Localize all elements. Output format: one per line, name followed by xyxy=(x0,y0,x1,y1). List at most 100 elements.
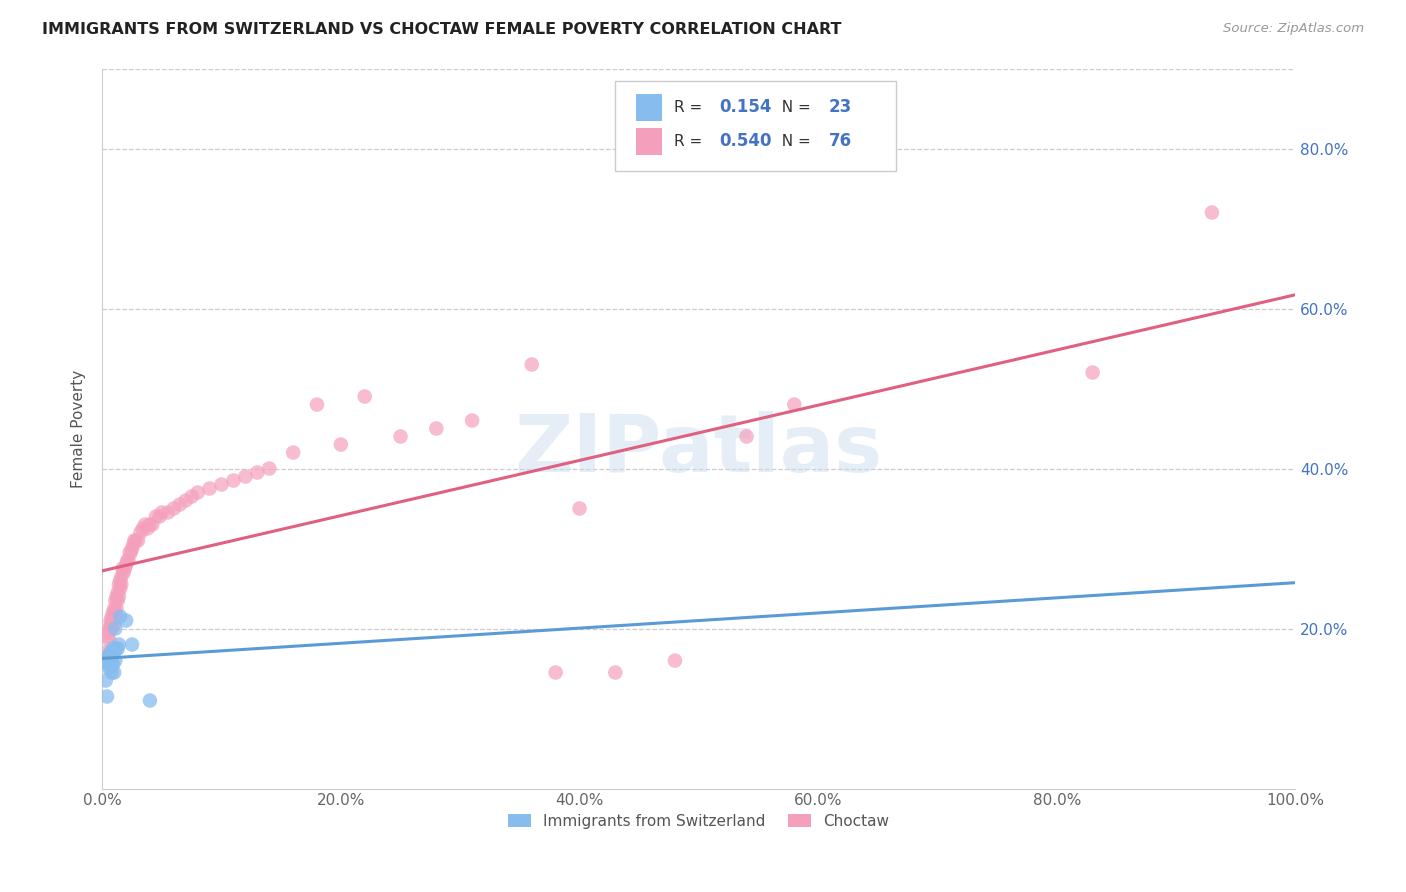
Point xyxy=(124,533,146,548)
Point xyxy=(187,485,209,500)
Point xyxy=(107,585,129,599)
Point xyxy=(145,509,167,524)
Point xyxy=(156,506,179,520)
Point xyxy=(139,693,162,707)
Point xyxy=(103,617,125,632)
Y-axis label: Female Poverty: Female Poverty xyxy=(72,369,86,488)
Point xyxy=(115,614,138,628)
Point xyxy=(1201,205,1223,219)
Point xyxy=(100,653,122,667)
Point xyxy=(98,633,121,648)
Point xyxy=(129,525,152,540)
FancyBboxPatch shape xyxy=(616,81,896,171)
Point xyxy=(389,429,412,443)
Point xyxy=(94,673,117,688)
Point xyxy=(425,421,447,435)
Point xyxy=(222,474,245,488)
Point xyxy=(104,593,127,607)
Point xyxy=(115,558,138,572)
Text: 0.540: 0.540 xyxy=(718,132,772,150)
Text: Source: ZipAtlas.com: Source: ZipAtlas.com xyxy=(1223,22,1364,36)
Point xyxy=(211,477,233,491)
Point xyxy=(104,622,127,636)
Point xyxy=(97,630,120,644)
Text: R =: R = xyxy=(673,100,707,115)
Point xyxy=(127,533,149,548)
Point xyxy=(100,622,122,636)
Point xyxy=(104,606,127,620)
Point xyxy=(141,517,163,532)
Point xyxy=(281,445,304,459)
Point xyxy=(110,577,132,591)
Point xyxy=(108,577,131,591)
Point xyxy=(568,501,591,516)
Point xyxy=(122,537,145,551)
Text: IMMIGRANTS FROM SWITZERLAND VS CHOCTAW FEMALE POVERTY CORRELATION CHART: IMMIGRANTS FROM SWITZERLAND VS CHOCTAW F… xyxy=(42,22,842,37)
Point xyxy=(108,574,131,588)
Point xyxy=(98,661,121,675)
Point xyxy=(100,646,122,660)
Point xyxy=(107,593,129,607)
Point xyxy=(97,649,120,664)
Point xyxy=(329,437,352,451)
Point xyxy=(111,561,134,575)
Point xyxy=(98,649,121,664)
Point xyxy=(94,646,117,660)
Point xyxy=(305,398,328,412)
Point xyxy=(112,566,135,580)
Point xyxy=(98,622,121,636)
Point xyxy=(246,466,269,480)
FancyBboxPatch shape xyxy=(636,128,662,155)
Point xyxy=(101,657,124,672)
Point xyxy=(735,429,758,443)
Text: 23: 23 xyxy=(830,98,852,116)
Point xyxy=(117,553,139,567)
Point xyxy=(103,665,125,680)
Point xyxy=(97,625,120,640)
Point xyxy=(235,469,257,483)
Point xyxy=(783,398,806,412)
Point xyxy=(96,649,118,664)
Text: N =: N = xyxy=(772,100,815,115)
Point xyxy=(108,590,131,604)
Point xyxy=(174,493,197,508)
Point xyxy=(198,482,221,496)
Point xyxy=(139,517,162,532)
Point xyxy=(124,533,146,548)
Point xyxy=(121,541,143,556)
Point xyxy=(100,617,122,632)
Point xyxy=(1081,366,1104,380)
FancyBboxPatch shape xyxy=(636,94,662,121)
Text: 0.154: 0.154 xyxy=(718,98,772,116)
Point xyxy=(105,601,128,615)
Point xyxy=(108,638,131,652)
Point xyxy=(148,509,170,524)
Point xyxy=(97,657,120,672)
Point xyxy=(664,653,686,667)
Point xyxy=(103,601,125,615)
Point xyxy=(110,569,132,583)
Point xyxy=(107,641,129,656)
Text: R =: R = xyxy=(673,134,707,149)
Point xyxy=(100,614,122,628)
Point xyxy=(108,582,131,596)
Point xyxy=(103,646,125,660)
Point xyxy=(520,358,543,372)
Text: N =: N = xyxy=(772,134,815,149)
Point xyxy=(163,501,186,516)
Point xyxy=(105,590,128,604)
Point xyxy=(461,413,484,427)
Point xyxy=(132,522,155,536)
Point xyxy=(121,638,143,652)
Point xyxy=(101,606,124,620)
Point xyxy=(605,665,627,680)
Point xyxy=(104,653,127,667)
Point xyxy=(150,506,173,520)
Point xyxy=(101,614,124,628)
Point xyxy=(118,545,141,559)
Point xyxy=(114,561,136,575)
Point xyxy=(105,641,128,656)
Text: 76: 76 xyxy=(830,132,852,150)
Point xyxy=(134,517,156,532)
Point xyxy=(120,545,142,559)
